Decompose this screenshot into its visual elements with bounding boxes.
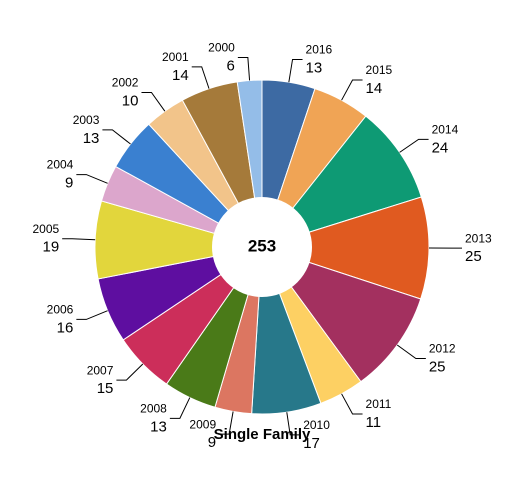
category-label: 2009	[189, 417, 216, 431]
leader-line	[169, 397, 191, 419]
category-label: 2013	[465, 231, 492, 245]
total-label: 253	[248, 236, 276, 255]
category-label: 2008	[140, 402, 167, 416]
category-label: 2000	[208, 41, 235, 55]
value-label: 25	[465, 248, 482, 265]
leader-line	[396, 344, 426, 359]
chart-label: Single Family	[214, 426, 311, 443]
leader-line	[286, 412, 301, 436]
leader-line	[288, 58, 303, 83]
category-label: 2005	[32, 222, 59, 236]
leader-line	[76, 310, 108, 320]
value-label: 19	[42, 239, 59, 256]
leader-line	[141, 91, 166, 112]
donut-hole	[212, 197, 312, 297]
leader-line	[116, 363, 144, 381]
value-label: 13	[150, 418, 167, 435]
category-label: 2003	[73, 113, 100, 127]
value-label: 14	[366, 80, 383, 97]
value-label: 11	[366, 414, 382, 431]
value-label: 13	[306, 59, 323, 76]
value-label: 15	[97, 380, 114, 397]
category-label: 2012	[429, 342, 456, 356]
value-label: 25	[429, 358, 446, 375]
value-label: 10	[122, 92, 139, 109]
category-label: 2001	[162, 50, 189, 64]
leader-line	[341, 393, 363, 415]
leader-line	[399, 138, 429, 153]
value-label: 17	[303, 435, 320, 452]
value-label: 14	[172, 67, 189, 84]
value-label: 24	[432, 139, 449, 156]
value-label: 16	[57, 319, 74, 336]
leader-line	[62, 238, 96, 241]
category-label: 2016	[306, 43, 333, 57]
value-label: 6	[227, 57, 235, 74]
leader-line	[237, 57, 251, 81]
leader-line	[76, 174, 108, 184]
category-label: 2014	[432, 123, 459, 137]
category-label: 2011	[366, 397, 392, 411]
leader-line	[191, 66, 210, 89]
category-label: 2010	[303, 418, 330, 432]
wedge	[260, 115, 422, 248]
category-label: 2002	[112, 76, 139, 90]
category-label: 2006	[47, 303, 74, 317]
category-label: 2007	[87, 363, 114, 377]
leader-line	[102, 129, 131, 145]
value-label: 9	[208, 434, 216, 451]
value-label: 9	[65, 175, 73, 192]
leader-line	[219, 411, 234, 435]
value-label: 13	[83, 130, 100, 147]
leader-line	[341, 79, 363, 101]
category-label: 2015	[366, 63, 393, 77]
category-label: 2004	[47, 158, 74, 172]
